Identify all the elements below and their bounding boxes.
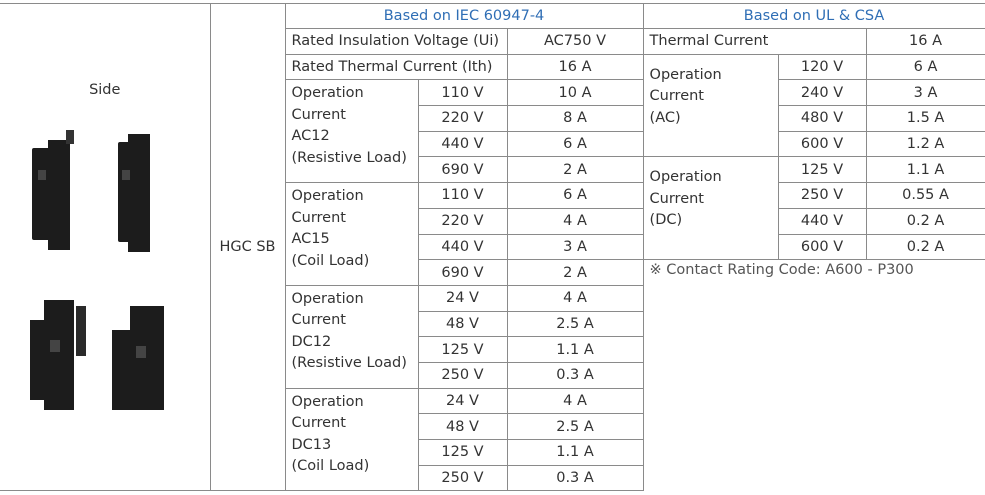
iec-voltage: 250 V	[417, 361, 508, 389]
ul-label: Thermal Current	[642, 28, 867, 55]
ul-value: 16 A	[865, 28, 985, 55]
iec-current: 6 A	[506, 182, 644, 209]
iec-current: 1.1 A	[506, 439, 644, 466]
ul-voltage: 440 V	[777, 207, 867, 235]
iec-current: 1.1 A	[506, 336, 644, 363]
ul-current: 3 A	[865, 79, 985, 107]
iec-voltage: 125 V	[417, 336, 508, 363]
ul-current: 1.2 A	[865, 130, 985, 158]
ul-voltage: 250 V	[777, 182, 867, 209]
iec-voltage: 125 V	[417, 439, 508, 466]
iec-voltage: 690 V	[417, 259, 508, 286]
ul-voltage: 240 V	[777, 79, 867, 107]
iec-group-label: Operation Current AC12 (Resistive Load)	[284, 79, 419, 184]
iec-group-label: Operation Current DC13 (Coil Load)	[284, 387, 419, 492]
ul-current: 0.2 A	[865, 207, 985, 235]
ul-voltage: 125 V	[777, 156, 867, 184]
iec-current: 2.5 A	[506, 413, 644, 440]
ul-voltage: 480 V	[777, 105, 867, 132]
side-cell: Side	[0, 2, 211, 492]
iec-current: 4 A	[506, 387, 644, 415]
ul-header: Based on UL & CSA	[642, 3, 985, 29]
iec-label: Rated Insulation Voltage (Ui)	[284, 28, 508, 55]
iec-voltage: 440 V	[417, 233, 508, 261]
iec-voltage: 110 V	[417, 182, 508, 209]
iec-current: 4 A	[506, 207, 644, 235]
iec-voltage: 220 V	[417, 207, 508, 235]
ul-voltage: 600 V	[777, 233, 867, 261]
iec-current: 0.3 A	[506, 464, 644, 492]
ul-current: 6 A	[865, 53, 985, 81]
iec-current: 3 A	[506, 233, 644, 261]
iec-voltage: 48 V	[417, 310, 508, 338]
iec-voltage: 220 V	[417, 105, 508, 132]
iec-current: 10 A	[506, 79, 644, 107]
iec-current: 8 A	[506, 105, 644, 132]
iec-voltage: 48 V	[417, 413, 508, 440]
model: HGC SB	[209, 2, 286, 492]
iec-label: Rated Thermal Current (Ith)	[284, 53, 508, 81]
ul-voltage: 600 V	[777, 130, 867, 158]
iec-voltage: 440 V	[417, 130, 508, 158]
ul-voltage: 120 V	[777, 53, 867, 81]
iec-value: AC750 V	[506, 28, 644, 55]
side-label: Side	[89, 82, 121, 98]
product-images	[29, 130, 164, 410]
iec-group-label: Operation Current AC15 (Coil Load)	[284, 182, 419, 286]
iec-group-label: Operation Current DC12 (Resistive Load)	[284, 284, 419, 389]
iec-voltage: 24 V	[417, 284, 508, 312]
iec-voltage: 690 V	[417, 156, 508, 184]
iec-current: 0.3 A	[506, 361, 644, 389]
ul-current: 0.2 A	[865, 233, 985, 261]
iec-voltage: 24 V	[417, 387, 508, 415]
iec-current: 2 A	[506, 259, 644, 286]
iec-current: 2.5 A	[506, 310, 644, 338]
ul-group-label: Operation Current (AC)	[642, 53, 779, 158]
iec-current: 4 A	[506, 284, 644, 312]
ul-current: 0.55 A	[865, 182, 985, 209]
iec-header: Based on IEC 60947-4	[284, 3, 644, 29]
ul-group-label: Operation Current (DC)	[642, 156, 779, 261]
iec-current: 6 A	[506, 130, 644, 158]
iec-value: 16 A	[506, 53, 644, 81]
iec-voltage: 250 V	[417, 464, 508, 492]
iec-voltage: 110 V	[417, 79, 508, 107]
ul-current: 1.1 A	[865, 156, 985, 184]
ul-note: ※ Contact Rating Code: A600 - P300	[642, 259, 985, 491]
ul-current: 1.5 A	[865, 105, 985, 132]
iec-current: 2 A	[506, 156, 644, 184]
